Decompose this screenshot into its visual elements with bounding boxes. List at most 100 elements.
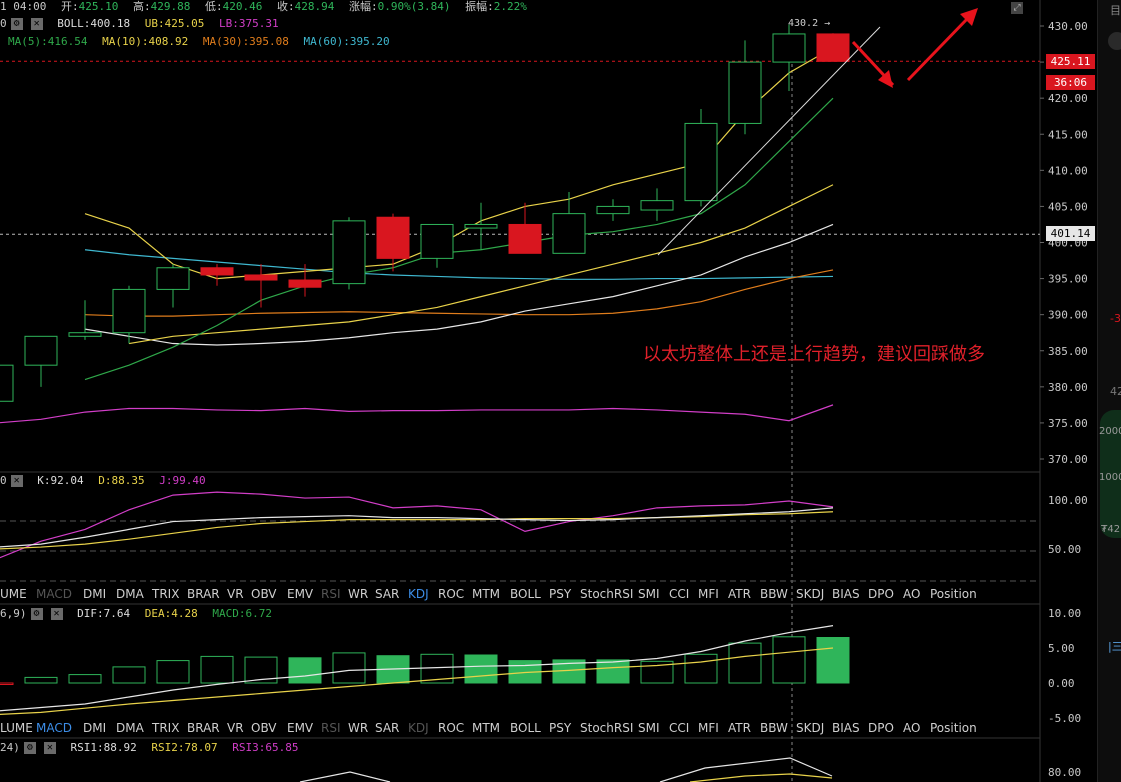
macd-settings-icon[interactable]: ⚙ [30, 608, 43, 620]
tab-mtm[interactable]: MTM [472, 587, 501, 601]
expand-icon[interactable]: ⤢ [1011, 2, 1023, 14]
tab-obv[interactable]: OBV [251, 587, 277, 601]
tab-position[interactable]: Position [930, 587, 977, 601]
tab-macd[interactable]: MACD [36, 587, 72, 601]
tab-dpo[interactable]: DPO [868, 721, 894, 735]
tab-atr[interactable]: ATR [728, 721, 751, 735]
tab-stochrsi[interactable]: StochRSI [580, 587, 634, 601]
macd-tick-label-2: 0.00 [1048, 677, 1075, 690]
tab-trix[interactable]: TRIX [152, 721, 180, 735]
tab-wr[interactable]: WR [348, 721, 369, 735]
kdj-close-icon[interactable]: ✕ [10, 475, 23, 487]
tab-boll[interactable]: BOLL [510, 587, 541, 601]
rsi2-value: RSI2:78.07 [151, 741, 218, 754]
tab-bbw[interactable]: BBW [760, 587, 788, 601]
macd-hist-bar-2 [68, 674, 102, 684]
macd-tick-label-3: -5.00 [1048, 712, 1081, 725]
tab-psy[interactable]: PSY [549, 587, 572, 601]
macd-hist-bar-18 [772, 636, 806, 684]
tab-brar[interactable]: BRAR [187, 721, 220, 735]
tab-boll[interactable]: BOLL [510, 721, 541, 735]
rsi-close-icon[interactable]: ✕ [43, 742, 56, 754]
low-label: 低: [204, 0, 223, 13]
tab-dma[interactable]: DMA [116, 587, 144, 601]
tab-emv[interactable]: EMV [287, 587, 314, 601]
tab-dpo[interactable]: DPO [868, 587, 894, 601]
tab-dma[interactable]: DMA [116, 721, 144, 735]
kdj-k-value: K:92.04 [37, 474, 84, 487]
tab-kdj[interactable]: KDJ [408, 587, 429, 601]
countdown-tag: 36:06 [1046, 75, 1095, 90]
boll-prefix: 0 [0, 17, 7, 30]
tab-mtm[interactable]: MTM [472, 721, 501, 735]
tab-psy[interactable]: PSY [549, 721, 572, 735]
macd-dif-line [0, 625, 834, 712]
kdj-d-line [0, 511, 834, 550]
tab-stochrsi[interactable]: StochRSI [580, 721, 634, 735]
change-value: 0.90%(3.84) [377, 0, 451, 13]
tab-lume[interactable]: LUME [0, 721, 33, 735]
tab-dmi[interactable]: DMI [83, 587, 107, 601]
tab-sar[interactable]: SAR [375, 587, 400, 601]
strip-avatar[interactable] [1108, 32, 1121, 50]
tab-mfi[interactable]: MFI [698, 587, 719, 601]
tab-bias[interactable]: BIAS [832, 721, 860, 735]
tab-sar[interactable]: SAR [375, 721, 400, 735]
tab-atr[interactable]: ATR [728, 587, 751, 601]
tab-obv[interactable]: OBV [251, 721, 277, 735]
rsi-tick-label-0: 80.00 [1048, 766, 1081, 779]
tab-roc[interactable]: ROC [438, 587, 465, 601]
close-icon[interactable]: ✕ [30, 18, 43, 30]
ma10-line [84, 47, 834, 280]
tab-skdj[interactable]: SKDJ [796, 587, 825, 601]
close-value: 428.94 [294, 0, 335, 13]
tab-rsi[interactable]: RSI [321, 587, 341, 601]
boll-ub-value: UB:425.05 [144, 17, 205, 30]
tab-cci[interactable]: CCI [669, 587, 690, 601]
tab-kdj[interactable]: KDJ [408, 721, 429, 735]
tab-ume[interactable]: UME [0, 587, 27, 601]
settings-icon[interactable]: ⚙ [10, 18, 23, 30]
tab-vr[interactable]: VR [227, 721, 244, 735]
tab-skdj[interactable]: SKDJ [796, 721, 825, 735]
rsi-prefix: 24) [0, 741, 20, 754]
tab-cci[interactable]: CCI [669, 721, 690, 735]
main-tick-label-8: 390.00 [1048, 309, 1088, 322]
strip-text-6: 1000 [1099, 472, 1121, 483]
macd-hist-bar-11 [464, 654, 498, 684]
candle-body-6 [244, 274, 278, 281]
tab-roc[interactable]: ROC [438, 721, 465, 735]
tab-rsi[interactable]: RSI [321, 721, 341, 735]
tab-macd[interactable]: MACD [36, 721, 72, 735]
tab-position[interactable]: Position [930, 721, 977, 735]
tab-ao[interactable]: AO [903, 721, 921, 735]
tab-dmi[interactable]: DMI [83, 721, 107, 735]
tab-smi[interactable]: SMI [638, 721, 660, 735]
tab-brar[interactable]: BRAR [187, 587, 220, 601]
right-side-panel: 目 -3 42 2000 1000 ₮42 |三 [1097, 0, 1121, 782]
tab-smi[interactable]: SMI [638, 587, 660, 601]
strip-text-1: 目 [1110, 4, 1121, 17]
tab-bias[interactable]: BIAS [832, 587, 860, 601]
macd-close-icon[interactable]: ✕ [50, 608, 63, 620]
tab-trix[interactable]: TRIX [152, 587, 180, 601]
main-tick-label-9: 385.00 [1048, 345, 1088, 358]
candle-body-19 [816, 33, 850, 62]
ma5-value: MA(5):416.54 [8, 35, 88, 48]
tab-ao[interactable]: AO [903, 587, 921, 601]
tab-wr[interactable]: WR [348, 587, 369, 601]
tab-bbw[interactable]: BBW [760, 721, 788, 735]
strip-text-8: |三 [1108, 640, 1121, 653]
main-tick-label-11: 375.00 [1048, 417, 1088, 430]
macd-hist-bar-19 [816, 637, 850, 684]
macd-value: MACD:6.72 [212, 607, 272, 620]
high-value: 429.88 [150, 0, 191, 13]
candle-body-3 [112, 288, 146, 334]
kdj-k-line [0, 507, 834, 548]
tab-emv[interactable]: EMV [287, 721, 314, 735]
main-tick-label-4: 410.00 [1048, 164, 1088, 177]
tab-vr[interactable]: VR [227, 587, 244, 601]
rsi-settings-icon[interactable]: ⚙ [23, 742, 36, 754]
tab-mfi[interactable]: MFI [698, 721, 719, 735]
